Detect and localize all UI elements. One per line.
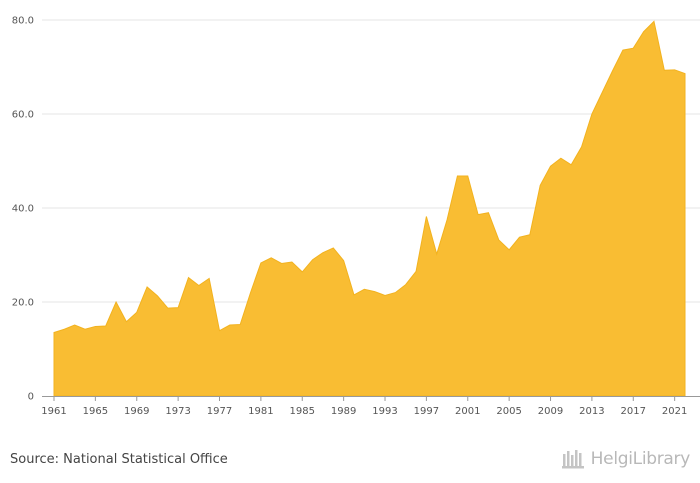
x-tick-label: 1989	[331, 406, 356, 417]
y-tick-labels: 0 20.0 40.0 60.0 80.0	[12, 16, 34, 403]
x-tick-label: 2005	[496, 406, 521, 417]
x-tick-label: 2013	[579, 406, 604, 417]
footer: Source: National Statistical Office Helg…	[0, 444, 700, 483]
x-tick-label: 1977	[207, 406, 232, 417]
x-tick-label: 1961	[41, 406, 66, 417]
x-tick-label: 1981	[248, 406, 273, 417]
x-tick-label: 1969	[124, 406, 149, 417]
x-tick-label: 2021	[662, 406, 687, 417]
y-tick-label: 40.0	[12, 204, 34, 215]
chart: 020.040.060.080.0 1961 1965 1969 1973 1977 19…	[12, 16, 700, 417]
logo-text: HelgiLibrary	[590, 449, 691, 469]
y-tick-label: 80.0	[12, 16, 34, 27]
helgi-library-logo: HelgiLibrary	[561, 446, 690, 472]
y-tick-label: 0	[28, 392, 34, 403]
library-icon	[561, 450, 584, 469]
x-tick-label: 1993	[372, 406, 397, 417]
x-tick-label: 1985	[290, 406, 315, 417]
x-tick-label: 1973	[165, 406, 190, 417]
y-tick-label: 60.0	[12, 110, 34, 121]
x-tick-label: 1997	[414, 406, 439, 417]
x-tick-labels: 1961 1965 1969 1973 1977 1981 1985 1989 1993 1997…	[41, 396, 687, 417]
x-tick-label: 1965	[83, 406, 108, 417]
x-tick-label: 2017	[621, 406, 646, 417]
x-tick-label: 2009	[538, 406, 563, 417]
x-tick-label: 2001	[455, 406, 480, 417]
y-tick-label: 20.0	[12, 298, 34, 309]
source-note: Source: National Statistical Office	[10, 452, 228, 467]
area-series	[53, 20, 686, 397]
